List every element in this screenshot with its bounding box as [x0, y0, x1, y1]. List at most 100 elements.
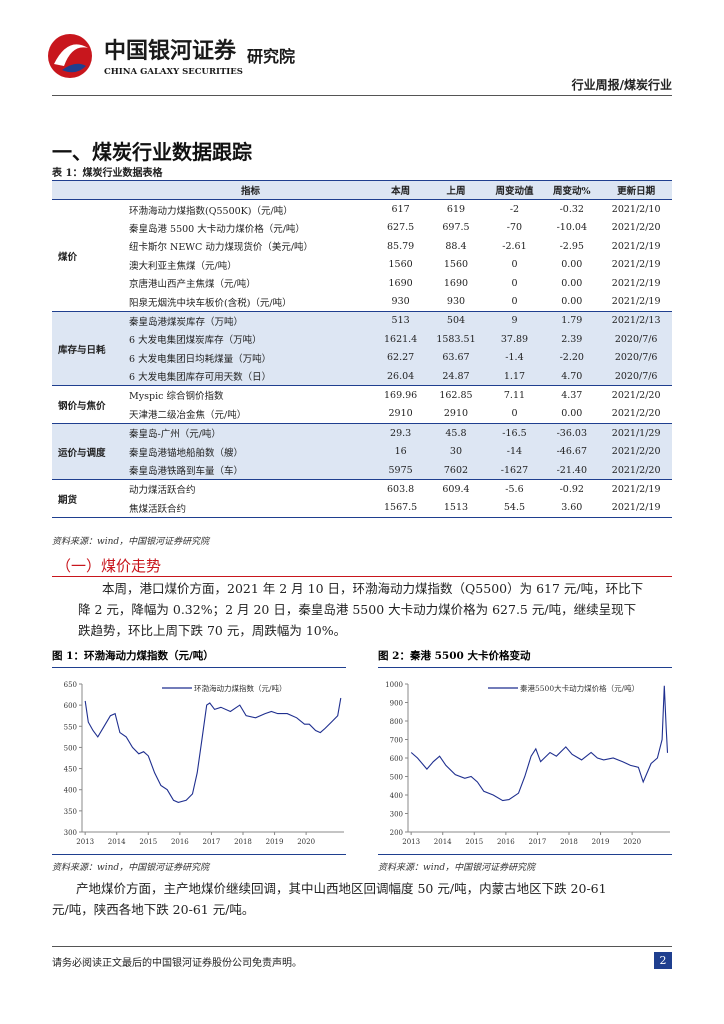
table-cell: 609.4 — [442, 483, 470, 495]
y-tick-label: 200 — [390, 829, 403, 837]
table-cell: -70 — [506, 222, 523, 234]
figure-rule — [378, 854, 672, 855]
y-tick-label: 300 — [390, 811, 403, 819]
table-cell: 627.5 — [387, 222, 415, 234]
table-cell: 1513 — [443, 502, 469, 514]
x-tick-label: 2013 — [402, 838, 420, 846]
x-tick-label: 2016 — [171, 838, 189, 846]
y-tick-label: 900 — [390, 700, 403, 708]
table-cell: 0.00 — [561, 408, 583, 420]
table-cell: 天津港二级冶金焦（元/吨） — [129, 409, 247, 421]
table-cell: 2021/2/19 — [611, 296, 661, 308]
y-tick-label: 300 — [64, 829, 77, 837]
table-cell: 阳泉无烟洗中块车板价(含税)（元/吨） — [129, 297, 292, 309]
table-cell: 1690 — [388, 277, 413, 289]
table-cell: 2020/7/6 — [600, 366, 672, 386]
table-cell: 2021/2/20 — [600, 460, 672, 480]
brand-cn: 中国银河证券 — [104, 38, 237, 64]
table-cell: 697.5 — [442, 222, 470, 234]
disclaimer: 请务必阅读正文最后的中国银河证券股份公司免责声明。 — [52, 958, 302, 969]
x-tick-label: 2015 — [465, 838, 483, 846]
brand-en: CHINA GALAXY SECURITIES — [104, 67, 243, 77]
table-cell: 85.79 — [387, 240, 415, 252]
table-cell: 16 — [374, 442, 427, 461]
table-cell: -1.4 — [485, 348, 544, 367]
table-header: 指标 本周 上周 周变动值 周变动% 更新日期 — [52, 179, 672, 201]
table-cell: 京唐港山西产主焦煤（元/吨） — [129, 279, 256, 291]
table-cell: 2021/2/19 — [611, 483, 661, 495]
table-cell: -10.04 — [556, 222, 587, 234]
table-cell: 环渤海动力煤指数(Q5500K)（元/吨） — [129, 205, 293, 217]
report-type: 行业周报/煤炭行业 — [571, 78, 672, 92]
table-cell: 2021/2/20 — [611, 408, 661, 420]
table-cell: 2021/2/20 — [611, 389, 661, 401]
y-tick-label: 800 — [390, 718, 403, 726]
table-source: 资料来源：wind，中国银河证券研究院 — [52, 537, 210, 547]
table-cell: 6 大发电集团库存可用天数（日） — [126, 366, 375, 386]
table-caption: 表 1：煤炭行业数据表格 — [52, 168, 163, 179]
logo-swirl — [62, 63, 86, 73]
x-tick-label: 2018 — [234, 838, 252, 846]
table-cell: 1.79 — [543, 311, 601, 331]
table-cell: 513 — [374, 311, 427, 331]
table-cell: 0 — [511, 277, 518, 289]
table-cell: 5975 — [374, 460, 427, 480]
table-row: 6 大发电集团日均耗煤量（万吨） 62.27 63.67 -1.4 -2.20 2020/… — [52, 348, 672, 367]
table-row: 秦皇岛港 5500 大卡动力煤价格（元/吨） 627.5 697.5 -70 -10.0… — [52, 219, 672, 237]
table-cell: 29.3 — [374, 423, 427, 443]
table-cell: 63.67 — [426, 348, 486, 367]
table-cell: 1560 — [388, 259, 413, 271]
group-cell: 期货 — [58, 494, 78, 506]
table-cell: 7602 — [426, 460, 486, 480]
group-cell: 煤价 — [58, 251, 78, 263]
figure-source: 资料来源：wind，中国银河证券研究院 — [52, 863, 210, 873]
x-tick-label: 2014 — [108, 838, 126, 846]
table-cell: 0 — [511, 408, 518, 420]
x-tick-label: 2017 — [203, 838, 221, 846]
y-tick-label: 400 — [64, 787, 77, 795]
y-tick-label: 500 — [390, 774, 403, 782]
table-row: 库存与日耗 秦皇岛港煤炭库存（万吨） 513 504 9 1.79 2021/2/13 — [52, 311, 672, 386]
table-cell: 2.39 — [543, 330, 601, 349]
table-cell: -5.6 — [505, 483, 524, 495]
figure-title: 图 1：环渤海动力煤指数（元/吨） — [52, 648, 346, 668]
logo-swirl — [54, 44, 88, 66]
table-cell: 24.87 — [426, 366, 486, 386]
table-cell: 1560 — [443, 259, 469, 271]
table-cell: 1621.4 — [374, 330, 427, 349]
x-tick-label: 2020 — [297, 838, 315, 846]
table-cell: 3.60 — [561, 502, 583, 514]
table-row: 纽卡斯尔 NEWC 动力煤现货价（美元/吨） 85.79 88.4 -2.61 -2.9… — [52, 237, 672, 255]
table-cell: 2021/2/10 — [611, 204, 661, 216]
y-tick-label: 400 — [390, 792, 403, 800]
table-row: 澳大利亚主焦煤（元/吨） 1560 1560 0 0.00 2021/2/19 — [52, 256, 672, 274]
table-cell: 纽卡斯尔 NEWC 动力煤现货价（美元/吨） — [129, 242, 314, 254]
data-table: 指标 本周 上周 周变动值 周变动% 更新日期 煤价 环渤海动力煤指数(Q5500K)（元/… — [52, 179, 672, 518]
line-series — [84, 697, 342, 803]
logo: 中国银河证券 CHINA GALAXY SECURITIES 研究院 — [48, 34, 295, 78]
table-row: 6 大发电集团库存可用天数（日） 26.04 24.87 1.17 4.70 2020/7… — [52, 366, 672, 386]
table-cell: 秦皇岛-广州（元/吨） — [126, 423, 375, 443]
table-cell: 45.8 — [426, 423, 486, 443]
table-group: 库存与日耗 秦皇岛港煤炭库存（万吨） 513 504 9 1.79 2021/2/13 6 大… — [52, 311, 672, 386]
table-cell: -0.32 — [559, 204, 584, 216]
table-cell: 930 — [391, 296, 410, 308]
table-cell: -16.5 — [485, 423, 544, 443]
table-cell: 26.04 — [374, 366, 427, 386]
table-cell: 1567.5 — [383, 502, 418, 514]
table-cell: -2.61 — [502, 240, 527, 252]
header-cell: 周变动% — [543, 179, 601, 201]
x-tick-label: 2015 — [139, 838, 157, 846]
group-cell: 钢价与焦价 — [58, 400, 106, 412]
table-row: 期货 动力煤活跃合约 603.8 609.4 -5.6 -0.92 2021/2/19 — [52, 480, 672, 506]
subsection-title: （一）煤价走势 — [56, 557, 162, 575]
header-cell: 上周 — [426, 179, 486, 201]
table-cell: 0 — [511, 259, 518, 271]
table-cell: 1.17 — [485, 366, 544, 386]
table-cell: 0 — [511, 296, 518, 308]
y-tick-label: 600 — [64, 702, 77, 710]
table-cell: 6 大发电集团日均耗煤量（万吨） — [126, 348, 375, 367]
x-tick-label: 2018 — [560, 838, 578, 846]
table-cell: 169.96 — [383, 389, 418, 401]
chart: 200 300 400 500 600 700 800 900 1000 2013 2014 2015… — [385, 681, 670, 846]
